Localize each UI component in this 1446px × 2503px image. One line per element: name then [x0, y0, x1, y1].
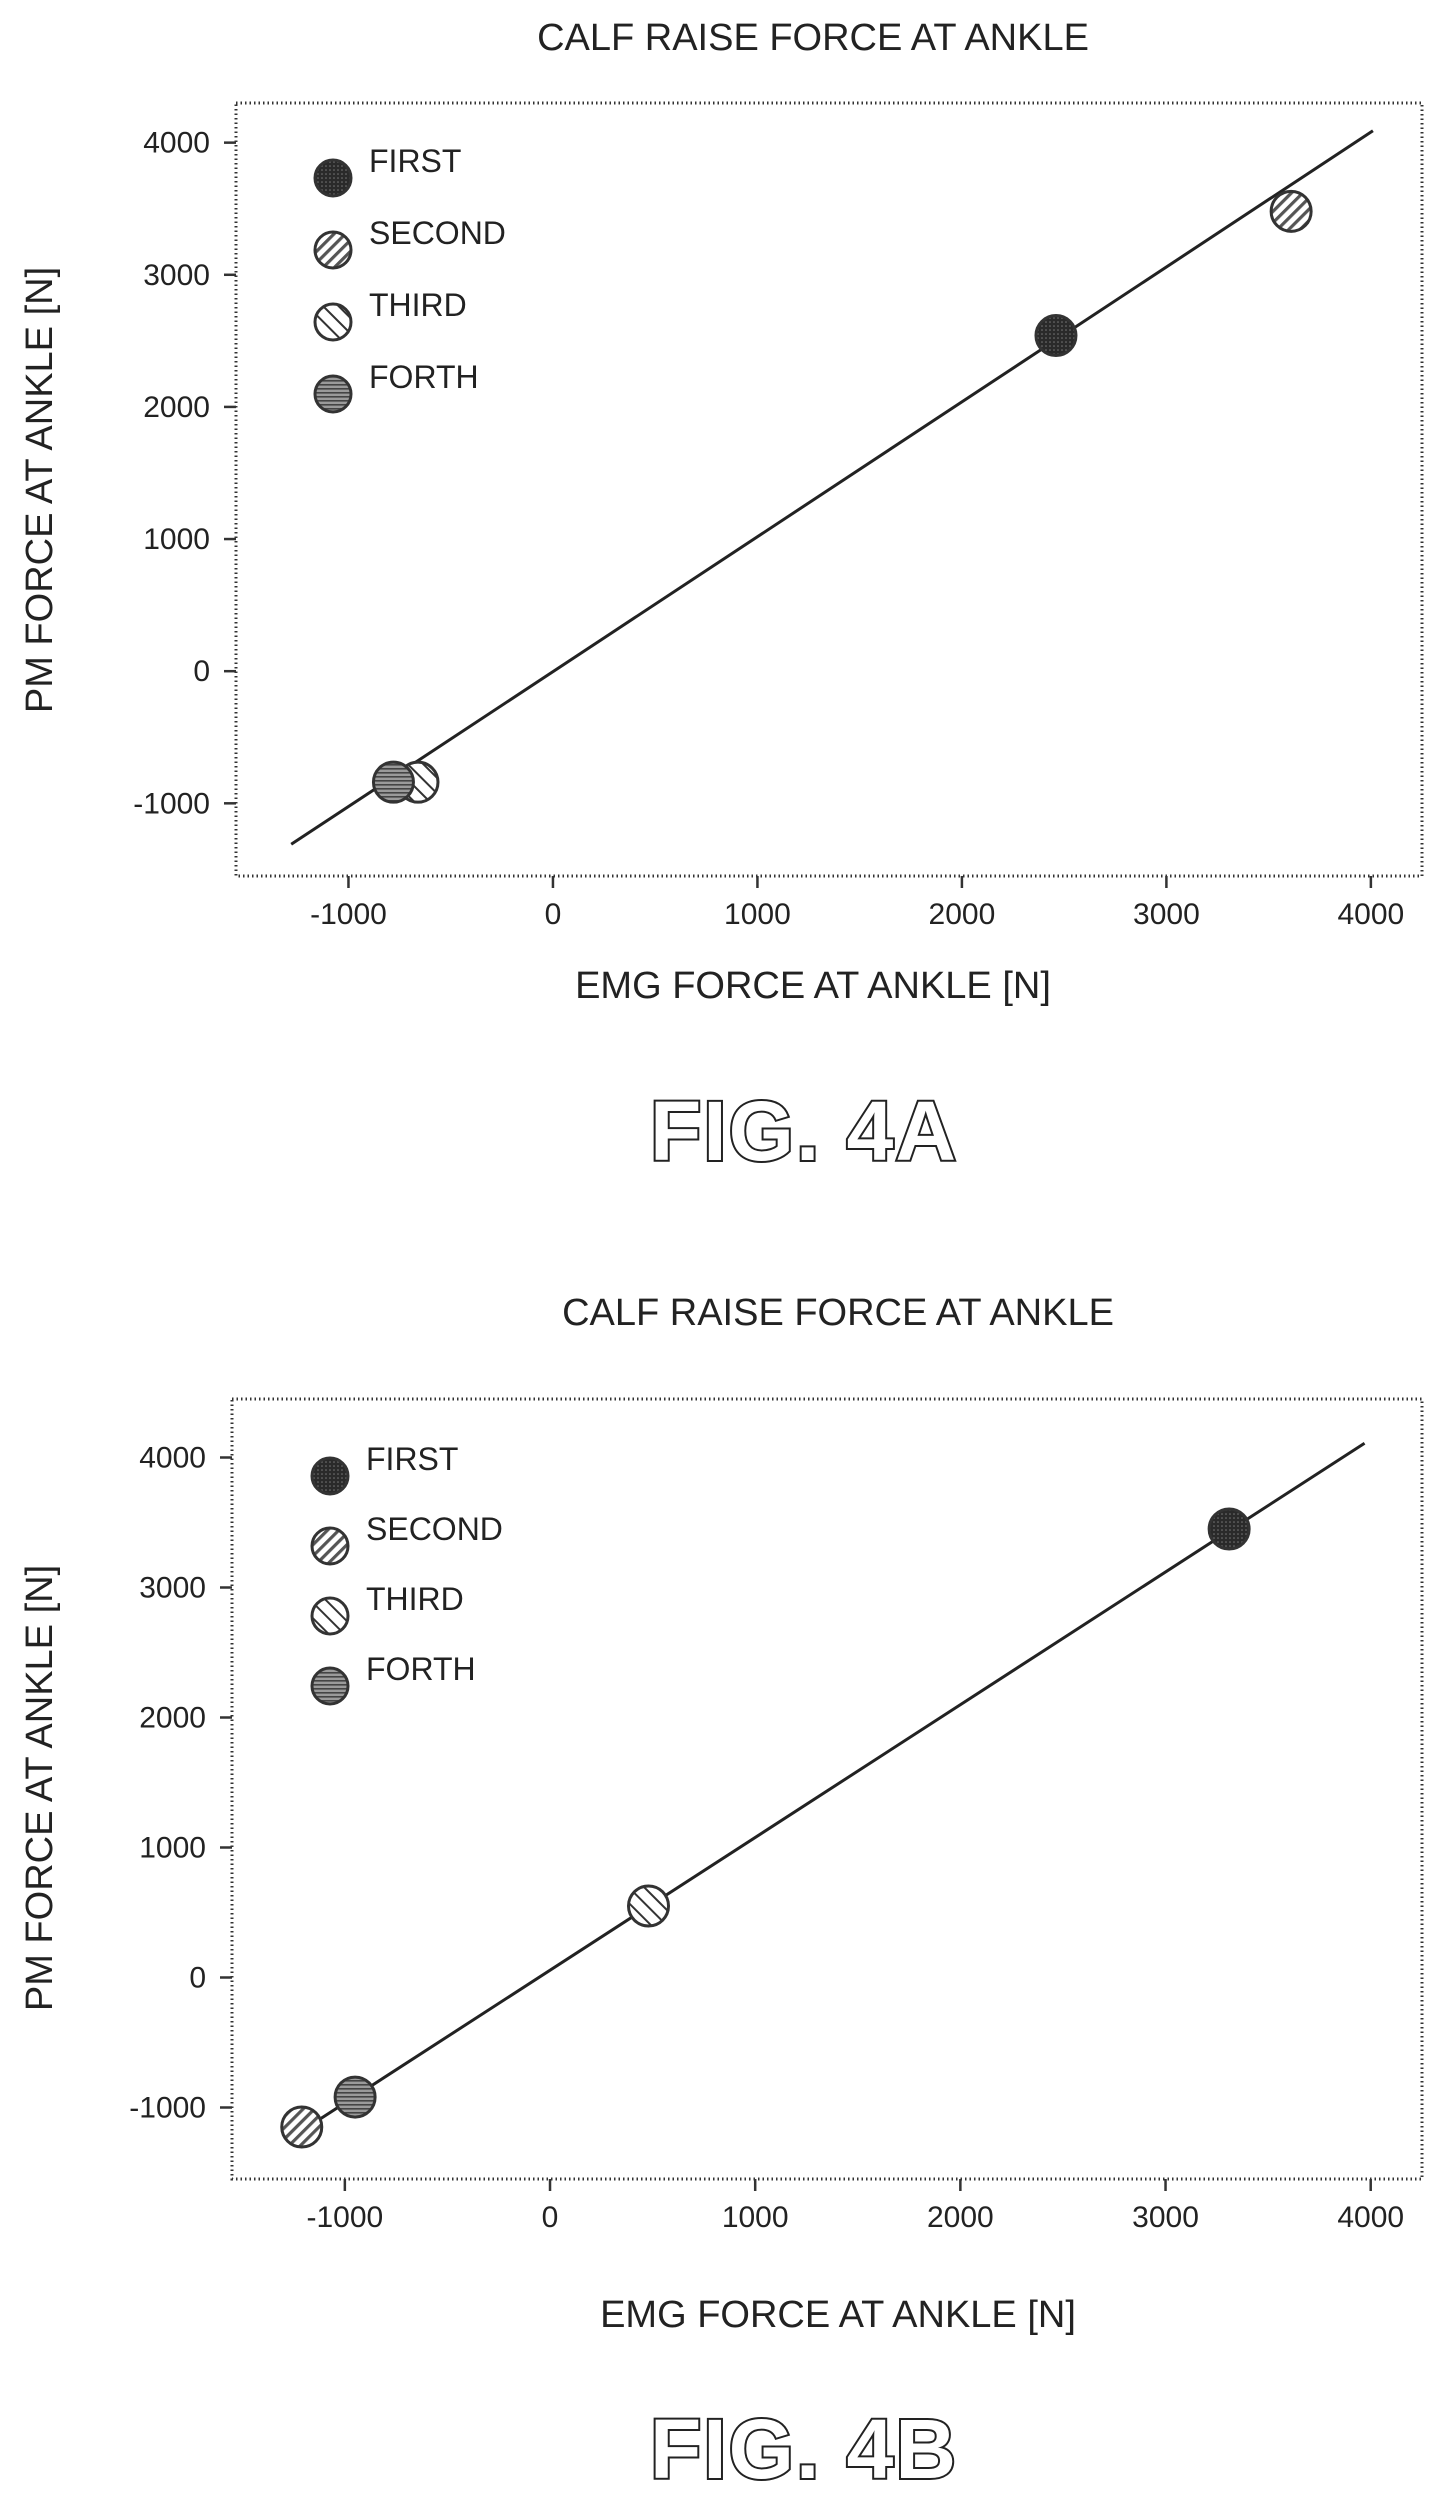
legend-swatch-second: [313, 230, 353, 270]
chart-b: CALF RAISE FORCE AT ANKLE 4000 3000 2000 10…: [19, 1292, 1424, 2498]
legend-swatch-forth: [313, 374, 353, 414]
chart-a-legend: FIRST SECOND THIRD FORTH: [313, 143, 506, 414]
chart-b-legend: FIRST SECOND THIRD FORTH: [310, 1441, 503, 1706]
point-first: [1034, 314, 1078, 358]
y-tick-label: 0: [189, 1962, 206, 1995]
x-tick-label: 2000: [927, 2201, 994, 2234]
chart-b-fit-line: [296, 1441, 1366, 2135]
point-first: [1207, 1507, 1251, 1551]
chart-a-points: [371, 189, 1313, 804]
point-forth: [333, 2075, 377, 2119]
chart-a-x-label: EMG FORCE AT ANKLE [N]: [575, 965, 1051, 1007]
legend-swatch-first: [310, 1456, 350, 1496]
legend-swatch-forth: [310, 1666, 350, 1706]
legend-label-forth: FORTH: [369, 359, 479, 395]
chart-b-y-label: PM FORCE AT ANKLE [N]: [19, 1565, 61, 2011]
x-tick-label: 3000: [1133, 898, 1200, 931]
y-tick-label: 4000: [139, 1442, 206, 1475]
point-second: [280, 2105, 324, 2149]
chart-a-y-axis: 4000 3000 2000 1000 0 -1000: [133, 127, 236, 820]
legend-swatch-first: [313, 158, 353, 198]
chart-a-y-label: PM FORCE AT ANKLE [N]: [19, 267, 61, 713]
chart-a-figure-label: FIG. 4A: [650, 1084, 958, 1178]
legend-label-first: FIRST: [369, 143, 461, 179]
chart-b-points: [280, 1507, 1251, 2149]
legend-label-third: THIRD: [366, 1581, 464, 1617]
chart-b-x-label: EMG FORCE AT ANKLE [N]: [600, 2294, 1076, 2336]
y-tick-label: 1000: [143, 523, 210, 556]
y-tick-label: 0: [193, 655, 210, 688]
chart-b-frame: [230, 1397, 1424, 2181]
x-tick-label: 4000: [1338, 898, 1405, 931]
legend-label-forth: FORTH: [366, 1651, 476, 1687]
y-tick-label: 3000: [143, 259, 210, 292]
legend-swatch-third: [313, 302, 353, 342]
chart-b-title: CALF RAISE FORCE AT ANKLE: [562, 1292, 1114, 1334]
chart-a-x-axis: -1000 0 1000 2000 3000 4000: [310, 876, 1404, 931]
chart-a-title: CALF RAISE FORCE AT ANKLE: [537, 17, 1089, 59]
y-tick-label: 4000: [143, 127, 210, 160]
chart-a: CALF RAISE FORCE AT ANKLE 4000 3000 2000 10…: [19, 17, 1424, 1180]
legend-swatch-third: [310, 1596, 350, 1636]
x-tick-label: -1000: [310, 898, 387, 931]
chart-b-figure-label: FIG. 4B: [650, 2402, 958, 2496]
y-tick-label: 3000: [139, 1572, 206, 1605]
y-tick-label: -1000: [129, 2092, 206, 2125]
legend-label-second: SECOND: [369, 215, 506, 251]
y-tick-label: 2000: [143, 391, 210, 424]
chart-b-x-axis: -1000 0 1000 2000 3000 4000: [306, 2179, 1404, 2234]
chart-a-fit-line: [290, 129, 1374, 846]
x-tick-label: 4000: [1337, 2201, 1404, 2234]
legend-label-second: SECOND: [366, 1511, 503, 1547]
chart-b-y-axis: 4000 3000 2000 1000 0 -1000: [129, 1442, 232, 2125]
point-third: [627, 1884, 670, 1928]
x-tick-label: 1000: [724, 898, 791, 931]
y-tick-label: 1000: [139, 1832, 206, 1865]
y-tick-label: 2000: [139, 1702, 206, 1735]
legend-label-first: FIRST: [366, 1441, 458, 1477]
x-tick-label: -1000: [306, 2201, 383, 2234]
point-forth: [371, 760, 415, 804]
y-tick-label: -1000: [133, 787, 210, 820]
x-tick-label: 0: [545, 898, 562, 931]
x-tick-label: 1000: [722, 2201, 789, 2234]
point-second: [1269, 189, 1313, 233]
x-tick-label: 3000: [1132, 2201, 1199, 2234]
x-tick-label: 2000: [929, 898, 996, 931]
legend-label-third: THIRD: [369, 287, 467, 323]
chart-a-frame: [234, 101, 1424, 878]
x-tick-label: 0: [542, 2201, 559, 2234]
legend-swatch-second: [310, 1526, 350, 1566]
